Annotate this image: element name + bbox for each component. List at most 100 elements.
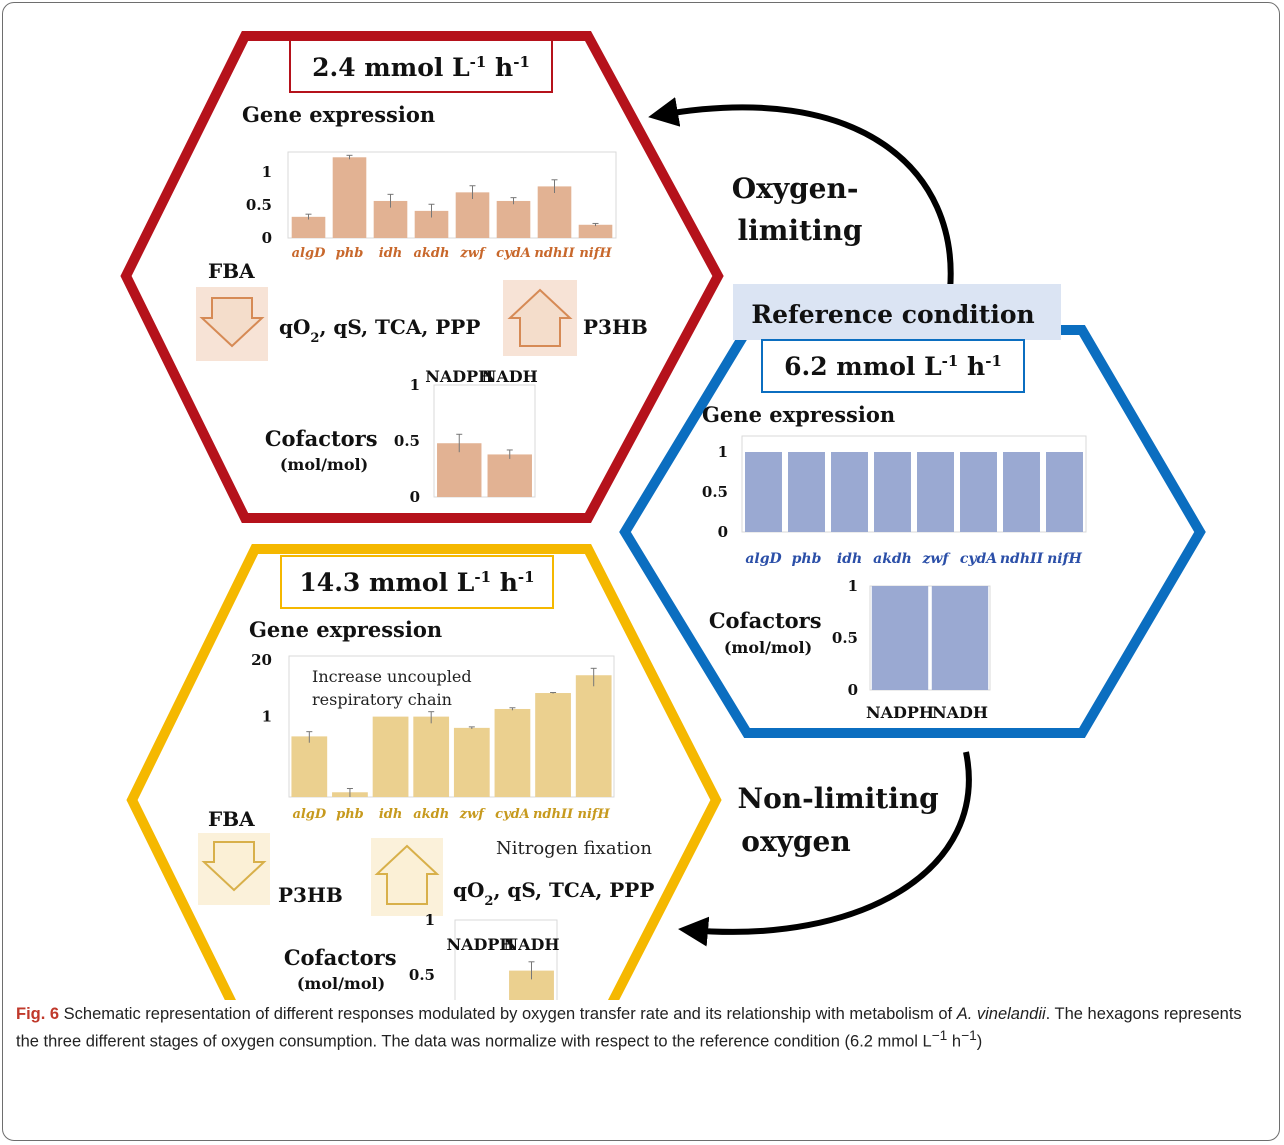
chart-frame xyxy=(288,655,615,798)
category-label: phb xyxy=(792,551,822,567)
caption-sup-1: −1 xyxy=(931,1028,948,1043)
bar xyxy=(831,452,868,532)
caption-text-4: ) xyxy=(976,1032,983,1051)
bar xyxy=(535,693,571,797)
y-tick-label: 20 xyxy=(251,651,272,669)
category-label: ndhII xyxy=(1000,551,1044,567)
gene-title-reference: Gene expression xyxy=(702,402,895,427)
caption-text-1: Schematic representation of different re… xyxy=(59,1005,957,1023)
chart-frame xyxy=(741,435,1087,533)
reference-banner xyxy=(733,284,1061,340)
bar xyxy=(874,452,911,532)
up-text-non-limiting: qO2, qS, TCA, PPP xyxy=(453,878,654,909)
chart-gene-oxygen-limiting: 0 0.5 1 algD phb idh akdh zwf cydA ndhII nifH xyxy=(246,151,617,261)
category-label: phb xyxy=(336,807,364,822)
y-tick-label: 0.5 xyxy=(246,196,272,214)
category-label: nifH xyxy=(579,246,612,261)
rate-oxygen-limiting: 2.4 mmol L-1 h-1 xyxy=(312,53,530,82)
annotation-line-2: respiratory chain xyxy=(312,690,452,709)
bar xyxy=(537,186,572,238)
y-tick-label: 0.5 xyxy=(832,629,858,647)
y-tick-label: 1 xyxy=(718,443,728,461)
bar xyxy=(1003,452,1040,532)
caption-text-2: . The hexagons represents the three diff… xyxy=(16,1005,1242,1051)
y-tick-label: 1 xyxy=(425,911,435,929)
gene-title-oxygen-limiting: Gene expression xyxy=(242,102,435,127)
cofactors-unit-oxygen-limiting: (mol/mol) xyxy=(280,455,368,474)
y-tick-label: 0.5 xyxy=(409,966,435,984)
caption-fig-label: Fig. 6 xyxy=(16,1005,60,1023)
category-label: cydA xyxy=(496,246,531,261)
category-label: akdh xyxy=(873,551,912,567)
cofactor-label: NADH xyxy=(932,703,988,722)
category-label: idh xyxy=(379,807,402,822)
category-label: zwf xyxy=(921,551,951,567)
bar xyxy=(788,452,825,532)
category-label: nifH xyxy=(578,807,611,822)
rate-non-limiting: 14.3 mmol L-1 h-1 xyxy=(299,568,534,597)
oxygen-limiting-arrow xyxy=(648,97,954,291)
y-tick-label: 1 xyxy=(410,376,420,394)
rate-box-non-limiting xyxy=(280,555,554,609)
category-label: algD xyxy=(292,246,326,261)
chart-gene-non-limiting: 1 20 algD phb idh akdh zwf cydA ndhII nifH xyxy=(251,651,615,822)
up-arrow-icon xyxy=(503,280,577,356)
category-label: cydA xyxy=(495,807,530,822)
cofactors-unit-reference: (mol/mol) xyxy=(724,638,812,657)
gene-title-non-limiting: Gene expression xyxy=(249,617,442,642)
hexagon-oxygen-limiting xyxy=(120,31,724,523)
y-tick-label: 0 xyxy=(410,488,420,506)
cofactor-label: NADH xyxy=(503,935,559,954)
down-text-non-limiting: P3HB xyxy=(278,883,343,907)
chart-frame xyxy=(287,151,617,239)
category-label: zwf xyxy=(459,807,487,822)
non-limiting-label-1: Non-limiting xyxy=(737,782,938,815)
cofactors-title-reference: Cofactors xyxy=(709,608,822,633)
category-label: akdh xyxy=(414,246,450,261)
hexagon-non-limiting xyxy=(126,544,722,1000)
cofactor-label: NADPH xyxy=(866,703,934,722)
category-label: algD xyxy=(292,807,326,822)
fba-label-oxygen-limiting: FBA xyxy=(208,259,255,283)
category-label: algD xyxy=(745,551,782,567)
oxygen-limiting-label-1: Oxygen- xyxy=(732,172,859,205)
bar xyxy=(494,708,531,797)
bar xyxy=(1046,452,1083,532)
oxygen-limiting-label-2: limiting xyxy=(737,214,862,247)
chart-frame xyxy=(454,919,558,1000)
figure-caption: Fig. 6 Schematic representation of diffe… xyxy=(16,1003,1266,1053)
category-label: idh xyxy=(379,246,402,261)
chart-frame xyxy=(433,384,536,498)
category-label: akdh xyxy=(413,807,449,822)
svg-text:Non-limiting oxygen: Non-limiting oxygen xyxy=(737,782,948,858)
bar xyxy=(453,727,490,797)
up-text-oxygen-limiting: P3HB xyxy=(583,315,648,339)
bar xyxy=(960,452,997,532)
y-tick-label: 1 xyxy=(262,708,272,726)
bar xyxy=(413,716,450,797)
bar xyxy=(871,586,929,690)
down-arrow-icon xyxy=(198,833,270,905)
rate-reference: 6.2 mmol L-1 h-1 xyxy=(784,352,1002,381)
bar xyxy=(455,192,490,238)
cofactors-unit-non-limiting: (mol/mol) xyxy=(297,974,385,993)
y-tick-label: 0 xyxy=(848,681,858,699)
caption-species: A. vinelandii xyxy=(956,1005,1046,1023)
category-label: nifH xyxy=(1047,551,1083,567)
bar xyxy=(578,224,613,238)
svg-text:Cofactors (mol/mol): Cofactors (mol/mol) xyxy=(265,426,383,474)
svg-text:Cofactors (mol/mol): Cofactors (mol/mol) xyxy=(284,945,402,993)
non-limiting-arrow xyxy=(678,751,972,947)
reference-banner-label: Reference condition xyxy=(751,300,1034,329)
bar xyxy=(332,157,367,238)
non-limiting-label-2: oxygen xyxy=(741,825,850,858)
y-tick-label: 0 xyxy=(718,523,728,541)
category-label: ndhII xyxy=(534,246,575,261)
up-arrow-icon xyxy=(371,838,443,916)
cofactor-label: NADH xyxy=(482,367,538,386)
category-label: zwf xyxy=(459,246,487,261)
cofactor-label: NADPH xyxy=(425,367,493,386)
